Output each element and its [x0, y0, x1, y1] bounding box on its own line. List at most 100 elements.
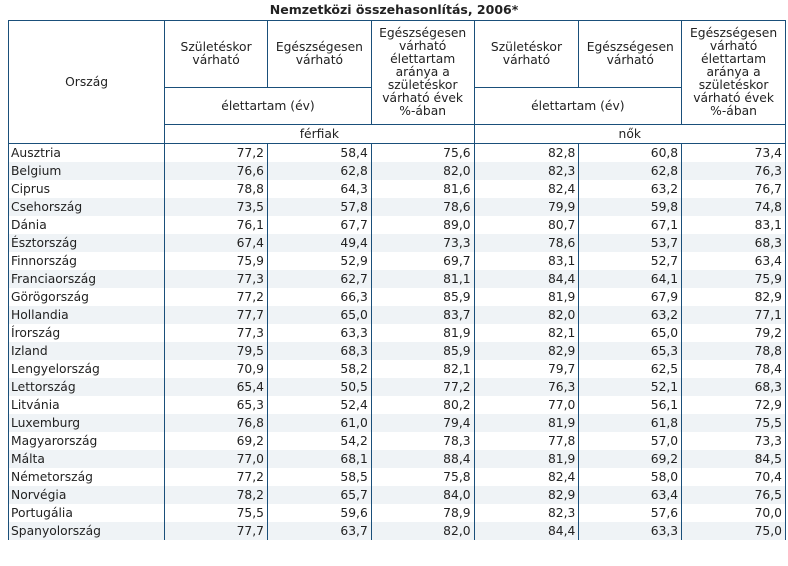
value-cell-f-birth: 81,9 — [473, 414, 580, 432]
table-row: Dánia 76,1 67,7 89,0 80,7 67,1 83,1 — [7, 216, 786, 234]
table-row: Ciprus 78,8 64,3 81,6 82,4 63,2 76,7 — [7, 180, 786, 198]
value-cell-f-birth: 82,9 — [473, 342, 580, 360]
value-cell-f-ratio: 76,3 — [681, 162, 786, 180]
table-row: Írország 77,3 63,3 81,9 82,1 65,0 79,2 — [7, 324, 786, 342]
value-cell-f-birth: 83,1 — [473, 252, 580, 270]
value-cell-f-birth: 82,4 — [473, 468, 580, 486]
value-cell-f-birth: 84,4 — [473, 522, 580, 540]
value-cell-m-ratio: 78,3 — [370, 432, 475, 450]
value-cell-m-healthy: 67,7 — [266, 216, 372, 234]
country-cell: Norvégia — [7, 486, 166, 504]
value-cell-f-ratio: 76,5 — [681, 486, 786, 504]
value-cell-m-ratio: 78,9 — [370, 504, 475, 522]
men-unit-header: élettartam (év) — [164, 87, 372, 125]
value-cell-m-birth: 77,2 — [164, 468, 268, 486]
value-cell-f-healthy: 64,1 — [578, 270, 683, 288]
value-cell-f-ratio: 82,9 — [681, 288, 786, 306]
women-birth-header: Születéskor várható — [473, 20, 580, 88]
value-cell-m-ratio: 77,2 — [370, 378, 475, 396]
table-row: Litvánia 65,3 52,4 80,2 77,0 56,1 72,9 — [7, 396, 786, 414]
country-cell: Lengyelország — [7, 360, 166, 378]
value-cell-m-birth: 78,8 — [164, 180, 268, 198]
table-row: Lengyelország 70,9 58,2 82,1 79,7 62,5 78,4 — [7, 360, 786, 378]
value-cell-m-ratio: 82,0 — [370, 522, 475, 540]
value-cell-m-healthy: 49,4 — [266, 234, 372, 252]
table-row: Görögország 77,2 66,3 85,9 81,9 67,9 82,9 — [7, 288, 786, 306]
value-cell-m-ratio: 69,7 — [370, 252, 475, 270]
country-cell: Málta — [7, 450, 166, 468]
value-cell-m-healthy: 66,3 — [266, 288, 372, 306]
value-cell-f-birth: 77,0 — [473, 396, 580, 414]
country-cell: Dánia — [7, 216, 166, 234]
country-cell: Lettország — [7, 378, 166, 396]
value-cell-f-birth: 77,8 — [473, 432, 580, 450]
value-cell-m-healthy: 64,3 — [266, 180, 372, 198]
table-row: Spanyolország 77,7 63,7 82,0 84,4 63,3 75,0 — [7, 522, 786, 540]
country-cell: Ciprus — [7, 180, 166, 198]
value-cell-m-healthy: 68,1 — [266, 450, 372, 468]
value-cell-m-birth: 78,2 — [164, 486, 268, 504]
value-cell-m-birth: 77,0 — [164, 450, 268, 468]
value-cell-f-healthy: 62,8 — [578, 162, 683, 180]
men-healthy-header: Egészségesen várható — [266, 20, 372, 88]
value-cell-f-ratio: 68,3 — [681, 234, 786, 252]
table-row: Franciaország 77,3 62,7 81,1 84,4 64,1 75,9 — [7, 270, 786, 288]
value-cell-m-birth: 67,4 — [164, 234, 268, 252]
value-cell-f-healthy: 69,2 — [578, 450, 683, 468]
country-cell: Izland — [7, 342, 166, 360]
value-cell-f-healthy: 52,7 — [578, 252, 683, 270]
value-cell-m-birth: 77,3 — [164, 324, 268, 342]
table-row: Luxemburg 76,8 61,0 79,4 81,9 61,8 75,5 — [7, 414, 786, 432]
value-cell-m-ratio: 88,4 — [370, 450, 475, 468]
value-cell-f-ratio: 79,2 — [681, 324, 786, 342]
value-cell-m-birth: 76,1 — [164, 216, 268, 234]
value-cell-m-healthy: 63,3 — [266, 324, 372, 342]
value-cell-m-healthy: 62,8 — [266, 162, 372, 180]
table-row: Észtország 67,4 49,4 73,3 78,6 53,7 68,3 — [7, 234, 786, 252]
value-cell-f-ratio: 63,4 — [681, 252, 786, 270]
value-cell-f-healthy: 63,4 — [578, 486, 683, 504]
value-cell-m-healthy: 62,7 — [266, 270, 372, 288]
table-row: Magyarország 69,2 54,2 78,3 77,8 57,0 73,3 — [7, 432, 786, 450]
value-cell-f-healthy: 57,0 — [578, 432, 683, 450]
value-cell-m-healthy: 58,4 — [266, 143, 372, 162]
table-row: Izland 79,5 68,3 85,9 82,9 65,3 78,8 — [7, 342, 786, 360]
table-row: Németország 77,2 58,5 75,8 82,4 58,0 70,4 — [7, 468, 786, 486]
table-title: Nemzetközi összehasonlítás, 2006* — [269, 2, 519, 17]
country-cell: Írország — [7, 324, 166, 342]
value-cell-m-birth: 79,5 — [164, 342, 268, 360]
value-cell-f-healthy: 63,2 — [578, 180, 683, 198]
value-cell-m-birth: 77,7 — [164, 306, 268, 324]
value-cell-m-ratio: 83,7 — [370, 306, 475, 324]
country-cell: Belgium — [7, 162, 166, 180]
country-cell: Csehország — [7, 198, 166, 216]
value-cell-f-ratio: 76,7 — [681, 180, 786, 198]
value-cell-f-birth: 84,4 — [473, 270, 580, 288]
value-cell-m-birth: 77,3 — [164, 270, 268, 288]
country-cell: Németország — [7, 468, 166, 486]
country-cell: Észtország — [7, 234, 166, 252]
value-cell-m-birth: 65,3 — [164, 396, 268, 414]
value-cell-m-birth: 65,4 — [164, 378, 268, 396]
value-cell-m-healthy: 59,6 — [266, 504, 372, 522]
value-cell-m-ratio: 82,1 — [370, 360, 475, 378]
value-cell-f-healthy: 65,3 — [578, 342, 683, 360]
value-cell-m-birth: 76,8 — [164, 414, 268, 432]
value-cell-m-birth: 70,9 — [164, 360, 268, 378]
value-cell-m-ratio: 89,0 — [370, 216, 475, 234]
table-row: Málta 77,0 68,1 88,4 81,9 69,2 84,5 — [7, 450, 786, 468]
table-row: Lettország 65,4 50,5 77,2 76,3 52,1 68,3 — [7, 378, 786, 396]
value-cell-f-ratio: 73,3 — [681, 432, 786, 450]
value-cell-m-healthy: 63,7 — [266, 522, 372, 540]
value-cell-m-birth: 76,6 — [164, 162, 268, 180]
country-cell: Finnország — [7, 252, 166, 270]
value-cell-f-birth: 82,0 — [473, 306, 580, 324]
value-cell-f-ratio: 84,5 — [681, 450, 786, 468]
country-cell: Portugália — [7, 504, 166, 522]
table-row: Hollandia 77,7 65,0 83,7 82,0 63,2 77,1 — [7, 306, 786, 324]
men-birth-header: Születéskor várható — [164, 20, 268, 88]
table-row: Portugália 75,5 59,6 78,9 82,3 57,6 70,0 — [7, 504, 786, 522]
men-group-header: férfiak — [164, 124, 475, 144]
value-cell-m-ratio: 73,3 — [370, 234, 475, 252]
value-cell-m-birth: 69,2 — [164, 432, 268, 450]
